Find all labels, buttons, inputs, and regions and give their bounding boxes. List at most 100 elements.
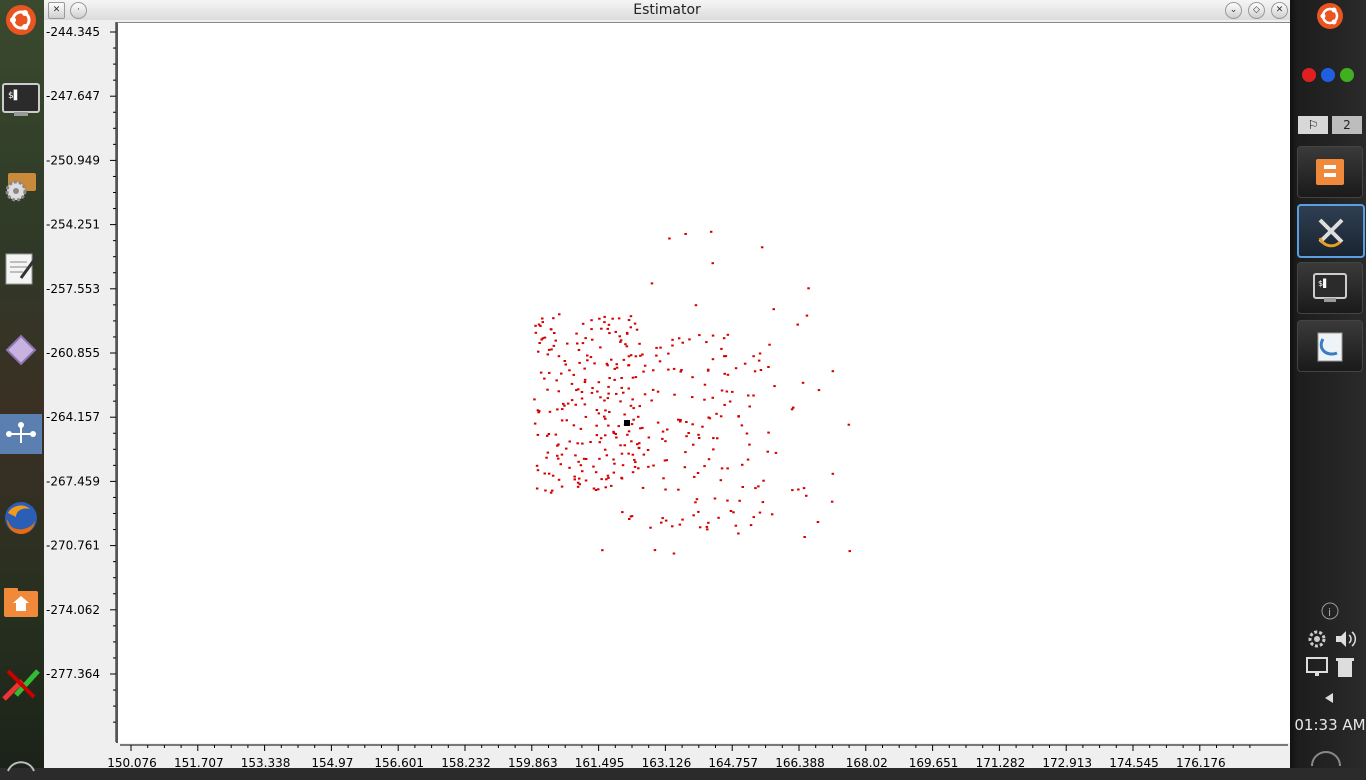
trash-icon[interactable]: [1334, 656, 1356, 682]
sample-point: [607, 323, 611, 326]
sample-point: [792, 406, 795, 409]
settings-icon[interactable]: [0, 166, 42, 206]
volume-icon[interactable]: [1334, 628, 1358, 654]
collapse-arrow-icon[interactable]: [1323, 690, 1335, 709]
shutdown-icon[interactable]: [0, 740, 42, 780]
sample-point: [600, 478, 603, 481]
sample-point: [692, 443, 695, 446]
sample-point: [664, 488, 667, 491]
sample-point: [555, 379, 558, 382]
x-tick-label: 164.757: [708, 756, 758, 768]
sample-point: [715, 412, 718, 415]
sample-point: [643, 393, 647, 396]
sample-point: [596, 390, 599, 393]
sample-point: [544, 489, 547, 492]
diamond-app-icon[interactable]: [0, 330, 42, 370]
sample-point: [726, 373, 730, 376]
terminal-task-icon[interactable]: $▌: [1297, 262, 1363, 314]
sample-point: [740, 424, 744, 427]
sample-point: [681, 518, 684, 521]
title-bar[interactable]: ✕ · Estimator ⌄ ◇ ✕: [44, 0, 1290, 21]
clock[interactable]: 01:33 AM: [1294, 716, 1366, 734]
sample-point: [848, 550, 851, 553]
maximize-button[interactable]: ◇: [1248, 2, 1265, 19]
scatter-canvas[interactable]: [116, 22, 1290, 743]
sample-point: [577, 460, 580, 463]
sample-point: [652, 369, 655, 372]
y-tick-label: -267.459: [46, 474, 100, 488]
sample-point: [590, 319, 593, 322]
sample-point: [578, 483, 581, 486]
sample-point: [659, 346, 662, 349]
sample-point: [577, 349, 581, 351]
sample-point: [639, 427, 642, 430]
sample-point: [612, 458, 615, 461]
sample-point: [541, 321, 544, 324]
window-controls-indicator[interactable]: [1300, 66, 1356, 88]
sample-point: [741, 463, 744, 466]
sample-point: [539, 371, 543, 374]
text-editor-icon[interactable]: [0, 248, 42, 288]
sample-point: [608, 377, 611, 379]
minimize-button[interactable]: ⌄: [1225, 2, 1242, 19]
sample-point: [638, 442, 641, 445]
sample-point: [583, 403, 587, 406]
sample-point: [723, 372, 726, 375]
settings-gear-icon[interactable]: [1306, 628, 1328, 654]
workspace-number[interactable]: 2: [1332, 116, 1362, 134]
sample-point: [606, 397, 610, 400]
network-icon[interactable]: [0, 414, 42, 454]
sample-point: [563, 360, 566, 362]
sample-point: [586, 359, 589, 362]
sample-point: [656, 421, 660, 424]
sample-point: [557, 390, 560, 393]
sample-point: [726, 467, 729, 470]
sample-point: [803, 536, 806, 538]
document-viewer-task-icon[interactable]: [1297, 320, 1363, 372]
sample-point: [556, 444, 559, 447]
sample-point: [605, 454, 609, 457]
sample-point: [684, 451, 687, 454]
power-icon[interactable]: [1308, 746, 1344, 772]
sample-point: [598, 317, 601, 320]
workspace-preview-icon[interactable]: ⚐: [1298, 116, 1328, 134]
sample-point: [634, 355, 638, 358]
sample-point: [578, 477, 581, 480]
right-panel: ⚐ 2 $▌ i 01:33 AM: [1290, 0, 1366, 768]
window-menu-icon[interactable]: ✕: [48, 2, 65, 19]
sample-point: [576, 485, 580, 488]
info-icon[interactable]: i: [1320, 601, 1340, 625]
display-icon[interactable]: [1306, 656, 1328, 682]
sample-point: [591, 387, 594, 390]
sample-point: [697, 433, 700, 436]
sample-point: [743, 362, 747, 365]
sample-point: [560, 372, 563, 375]
sample-point: [758, 511, 762, 514]
sample-point: [604, 448, 607, 451]
close-button[interactable]: ✕: [1271, 2, 1288, 19]
sample-point: [805, 314, 809, 317]
sample-point: [558, 313, 561, 316]
firefox-icon[interactable]: [0, 498, 42, 538]
ubuntu-menu-icon[interactable]: [1314, 0, 1346, 36]
sample-point: [619, 400, 622, 403]
home-folder-icon[interactable]: [0, 582, 42, 622]
sample-point: [629, 354, 633, 357]
sample-point: [554, 339, 557, 342]
x-tick-label: 171.282: [976, 756, 1026, 768]
sample-point: [663, 459, 667, 462]
paint-icon[interactable]: [0, 664, 42, 704]
sticky-button[interactable]: ·: [70, 2, 87, 19]
sample-point: [672, 367, 676, 370]
sample-point: [632, 418, 635, 421]
ubuntu-logo-icon[interactable]: [0, 0, 42, 40]
sample-point: [623, 444, 626, 447]
file-manager-task-icon[interactable]: [1297, 146, 1363, 198]
sample-point: [615, 392, 618, 395]
sample-point: [767, 431, 770, 434]
sample-point: [697, 510, 700, 513]
terminal-icon[interactable]: $▌: [0, 80, 42, 120]
sample-point: [723, 355, 726, 358]
svg-text:i: i: [1328, 606, 1331, 619]
estimator-task-icon[interactable]: [1297, 204, 1365, 258]
